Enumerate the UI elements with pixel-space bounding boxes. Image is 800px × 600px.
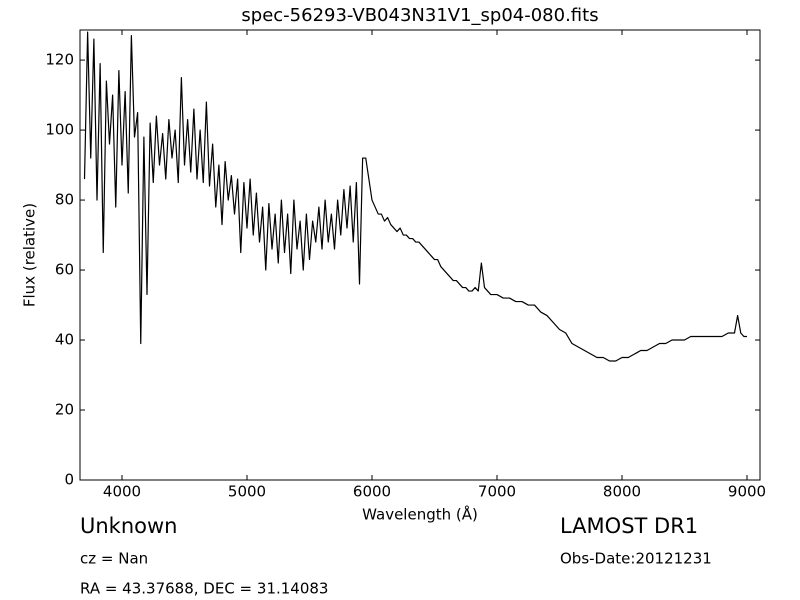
chart-title: spec-56293-VB043N31V1_sp04-080.fits [241, 5, 598, 26]
x-tick-label: 5000 [228, 483, 266, 501]
y-tick-label: 80 [55, 191, 74, 209]
x-tick-label: 9000 [728, 483, 766, 501]
annotation: Unknown [80, 514, 177, 538]
y-axis-label: Flux (relative) [21, 203, 39, 307]
x-axis-label: Wavelength (Å) [362, 505, 478, 524]
x-tick-label: 6000 [353, 483, 391, 501]
annotation: LAMOST DR1 [560, 514, 698, 538]
y-tick-label: 120 [45, 51, 74, 69]
y-tick-label: 40 [55, 331, 74, 349]
plot-frame [79, 29, 761, 481]
x-tick-label: 7000 [478, 483, 516, 501]
annotation: Obs-Date:20121231 [560, 550, 712, 568]
y-tick-label: 20 [55, 401, 74, 419]
spectrum-line [83, 31, 747, 362]
y-tick-label: 100 [45, 121, 74, 139]
y-tick-label: 60 [55, 261, 74, 279]
annotation: cz = Nan [80, 550, 148, 568]
x-tick-label: 4000 [103, 483, 141, 501]
annotation: RA = 43.37688, DEC = 31.14083 [80, 580, 328, 598]
y-tick-label: 0 [64, 471, 74, 489]
x-tick-label: 8000 [603, 483, 641, 501]
